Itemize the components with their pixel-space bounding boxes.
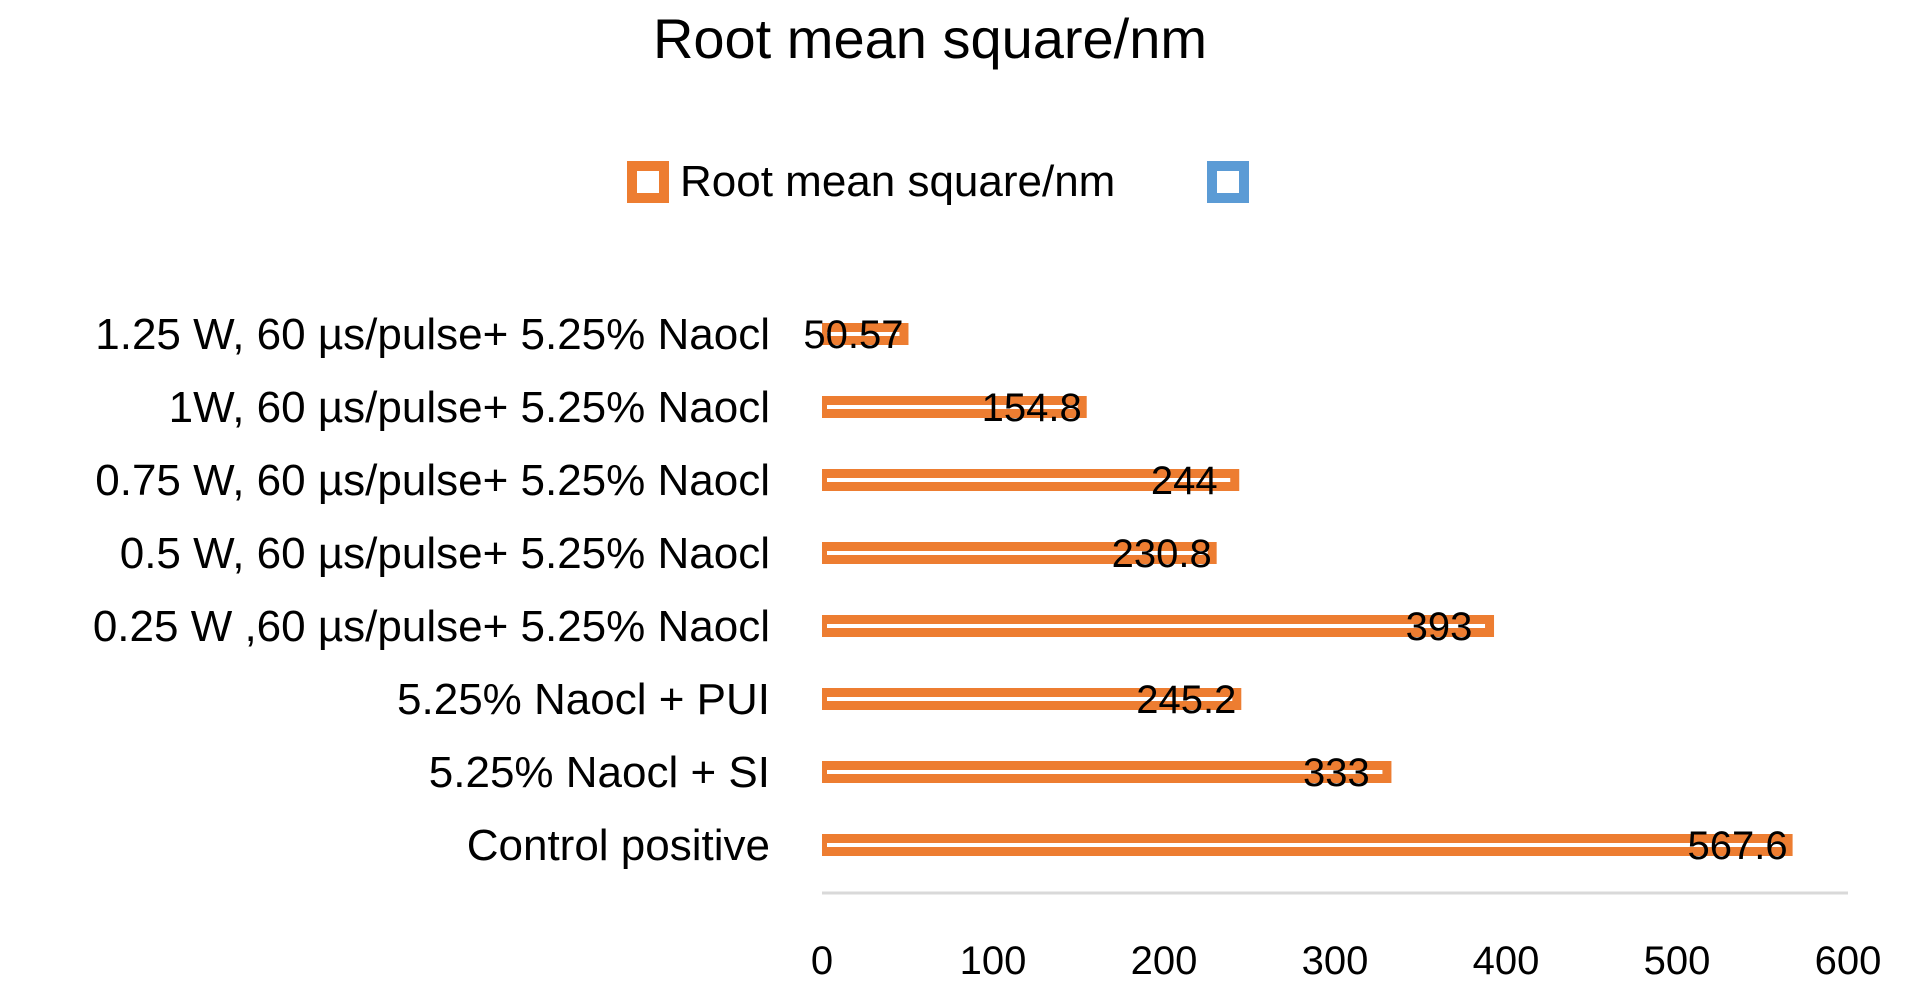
bar-inner-stripe [827,843,1784,847]
category-label: 5.25% Naocl + PUI [397,675,770,724]
x-tick-label: 0 [811,939,833,983]
data-label: 230.8 [1112,532,1212,576]
data-label: 393 [1406,605,1473,649]
category-label: 0.75 W, 60 µs/pulse+ 5.25% Naocl [95,456,770,505]
bar-inner-stripe [827,697,1233,701]
data-label: 154.8 [982,386,1082,430]
legend: Root mean square/nm [627,157,1249,206]
x-tick-label: 500 [1644,939,1711,983]
category-label: 0.5 W, 60 µs/pulse+ 5.25% Naocl [120,529,770,578]
x-tick-label: 600 [1815,939,1882,983]
category-label: Control positive [467,821,770,870]
bar-inner-stripe [827,478,1231,482]
bar-inner-stripe [827,770,1383,774]
data-label: 567.6 [1688,824,1788,868]
category-label: 0.25 W ,60 µs/pulse+ 5.25% Naocl [93,602,770,651]
data-label: 50.57 [803,313,903,357]
legend-label-root-mean-square: Root mean square/nm [680,157,1115,206]
bar-inner-stripe [827,332,900,336]
data-label: 244 [1151,459,1218,503]
legend-swatch-second-series [1207,161,1249,203]
chart-title: Root mean square/nm [653,7,1207,70]
data-label: 245.2 [1136,678,1236,722]
bar-inner-stripe [827,551,1208,555]
category-label: 5.25% Naocl + SI [429,748,770,797]
x-tick-label: 200 [1131,939,1198,983]
legend-swatch-root-mean-square [627,161,669,203]
x-tick-label: 400 [1473,939,1540,983]
category-label: 1.25 W, 60 µs/pulse+ 5.25% Naocl [95,310,770,359]
bar-inner-stripe [827,405,1078,409]
x-tick-label: 100 [960,939,1027,983]
plot-area: 0 100 200 300 400 500 600 1.25 W, 60 µs/pulse+ … [93,310,1882,983]
bar-inner-stripe [827,624,1486,628]
x-tick-label: 300 [1302,939,1369,983]
category-label: 1W, 60 µs/pulse+ 5.25% Naocl [169,383,770,432]
data-label: 333 [1303,751,1370,795]
